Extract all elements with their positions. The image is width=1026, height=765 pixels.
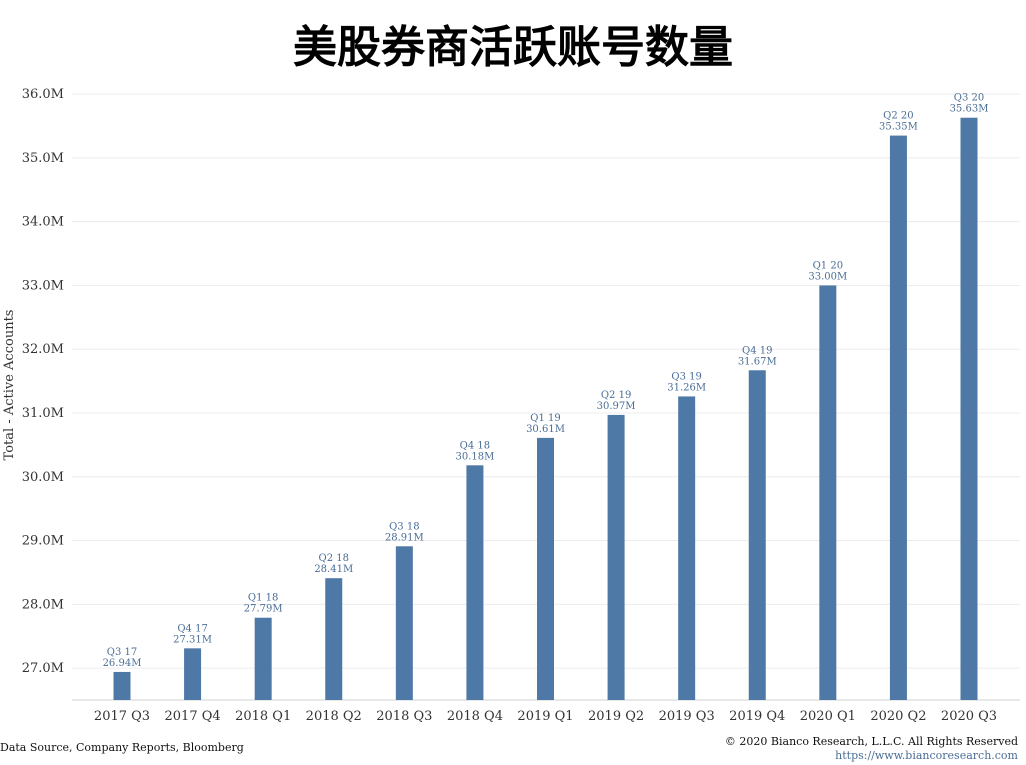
data-label-value: 30.18M [455, 451, 494, 462]
y-tick-label: 32.0M [22, 342, 64, 357]
x-tick-label: 2017 Q3 [94, 709, 150, 724]
x-tick-label: 2018 Q1 [235, 709, 291, 724]
bar [254, 617, 272, 700]
chart-title: 美股券商活跃账号数量 [293, 22, 733, 73]
footer-source: Data Source, Company Reports, Bloomberg [0, 741, 244, 754]
data-label-quarter: Q3 19 [671, 371, 701, 382]
y-tick-label: 35.0M [22, 151, 64, 166]
x-tick-label: 2020 Q1 [800, 709, 856, 724]
data-label-quarter: Q4 18 [460, 440, 490, 451]
data-label-value: 28.91M [385, 532, 424, 543]
bar [184, 648, 202, 700]
bar [960, 117, 978, 700]
y-tick-label: 28.0M [22, 597, 64, 612]
data-label-value: 35.63M [950, 104, 989, 115]
bar [678, 396, 696, 700]
x-tick-label: 2020 Q2 [870, 709, 926, 724]
data-label-value: 30.97M [597, 401, 636, 412]
data-label-quarter: Q2 19 [601, 390, 631, 401]
data-label-quarter: Q4 17 [177, 623, 207, 634]
data-label-value: 31.26M [667, 382, 706, 393]
data-label-value: 30.61M [526, 424, 565, 435]
y-axis-ticks: 27.0M 28.0M 29.0M 30.0M 31.0M 32.0M 33.0M 34.0M… [22, 87, 64, 676]
y-tick-label: 30.0M [22, 470, 64, 485]
bars [113, 117, 978, 700]
bar [537, 437, 554, 700]
x-tick-label: 2019 Q3 [659, 709, 715, 724]
x-tick-label: 2019 Q4 [729, 709, 785, 724]
x-tick-label: 2018 Q2 [306, 709, 362, 724]
data-label-quarter: Q2 20 [883, 111, 913, 122]
data-label-value: 33.00M [808, 271, 847, 282]
gridlines [72, 93, 1020, 669]
bar [607, 414, 625, 700]
bar [466, 465, 484, 700]
data-label-quarter: Q3 17 [107, 647, 137, 658]
data-label-quarter: Q1 19 [530, 413, 560, 424]
y-tick-label: 34.0M [22, 215, 64, 230]
x-tick-label: 2017 Q4 [165, 709, 221, 724]
bar [748, 370, 766, 700]
y-tick-label: 33.0M [22, 278, 64, 293]
y-tick-label: 31.0M [22, 406, 64, 421]
data-label-quarter: Q4 19 [742, 345, 772, 356]
data-label-quarter: Q2 18 [319, 553, 349, 564]
y-tick-label: 29.0M [22, 534, 64, 549]
footer-copyright: © 2020 Bianco Research, L.L.C. All Right… [725, 735, 1018, 748]
data-label-value: 31.67M [738, 356, 777, 367]
x-tick-label: 2018 Q3 [376, 709, 432, 724]
y-tick-label: 36.0M [22, 87, 64, 102]
data-label-value: 35.35M [879, 122, 918, 133]
bar [819, 285, 837, 700]
x-tick-label: 2019 Q2 [588, 709, 644, 724]
bar [325, 578, 343, 700]
data-label-value: 26.94M [103, 658, 142, 669]
x-axis-ticks: 2017 Q3 2017 Q4 2018 Q1 2018 Q2 2018 Q3 2018 … [94, 709, 997, 724]
bar [113, 671, 131, 700]
data-label-quarter: Q3 18 [389, 521, 419, 532]
footer-url-link[interactable]: https://www.biancoresearch.com [835, 749, 1018, 762]
data-label-quarter: Q1 20 [813, 260, 843, 271]
data-label-value: 27.79M [244, 604, 283, 615]
data-label-quarter: Q3 20 [954, 93, 984, 104]
bar [395, 546, 413, 700]
y-tick-label: 27.0M [22, 661, 64, 676]
data-label-value: 28.41M [314, 564, 353, 575]
x-tick-label: 2018 Q4 [447, 709, 503, 724]
bar [889, 135, 907, 700]
x-tick-label: 2019 Q1 [517, 709, 573, 724]
y-axis-label: Total - Active Accounts [2, 310, 17, 461]
x-tick-label: 2020 Q3 [941, 709, 997, 724]
data-label-value: 27.31M [173, 634, 212, 645]
data-label-quarter: Q1 18 [248, 593, 278, 604]
